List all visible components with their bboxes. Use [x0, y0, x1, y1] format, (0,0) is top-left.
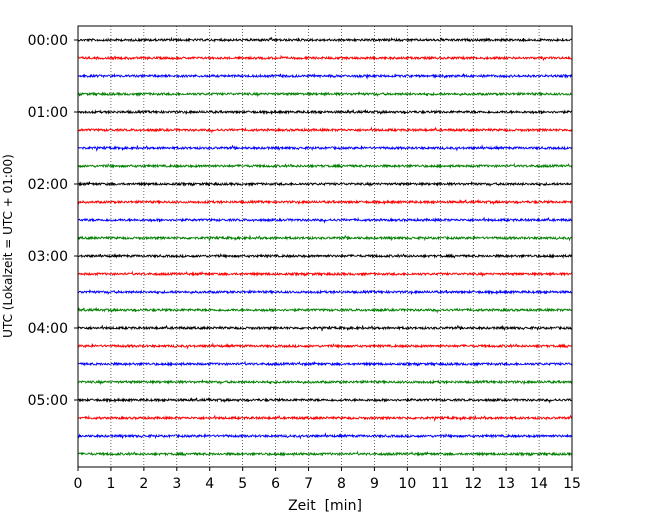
x-tick-label: 9: [370, 476, 379, 492]
y-tick-label: 04:00: [28, 321, 68, 337]
seismic-trace: [77, 36, 573, 43]
x-tick-label: 3: [172, 476, 181, 492]
y-tick-label: 03:00: [28, 249, 68, 265]
x-tick-label: 12: [464, 476, 482, 492]
y-axis-label: UTC (Lokalzeit = UTC + 01:00): [1, 154, 15, 338]
seismic-trace: [77, 253, 573, 259]
seismic-trace: [77, 432, 573, 440]
x-tick-label: 10: [398, 476, 416, 492]
seismic-trace: [77, 181, 573, 188]
seismic-trace: [77, 72, 573, 80]
x-tick-label: 1: [106, 476, 115, 492]
seismic-trace: [77, 450, 573, 457]
plot-frame: [77, 25, 573, 468]
seismic-trace: [77, 108, 573, 115]
x-tick-label: 11: [431, 476, 449, 492]
seismic-trace: [77, 91, 573, 98]
seismic-trace: [77, 379, 573, 386]
seismic-trace: [77, 342, 573, 350]
y-tick-label: 02:00: [28, 177, 68, 193]
x-tick-label: 6: [271, 476, 280, 492]
x-tick-label: 8: [337, 476, 346, 492]
seismic-trace: [77, 162, 573, 169]
seismic-trace: [77, 198, 573, 205]
x-tick-label: 0: [74, 476, 83, 492]
x-axis-label: Zeit [min]: [288, 498, 362, 514]
seismic-trace: [77, 216, 573, 224]
x-tick-label: 2: [139, 476, 148, 492]
seismic-trace: [77, 126, 573, 134]
seismic-trace: [77, 414, 573, 422]
seismic-trace: [77, 144, 573, 152]
seismic-trace: [77, 270, 573, 278]
y-tick-label: 00:00: [28, 33, 68, 49]
seismic-trace: [77, 289, 573, 295]
x-tick-label: 15: [563, 476, 581, 492]
x-axis-ticks: 0 1 2 3 4 5 6 7 8 9 10 11 12 13 14 15: [74, 467, 581, 492]
seismic-trace: [77, 324, 573, 332]
y-axis-ticks: 00:00 01:00 02:00 03:00 04:00 05:00: [28, 33, 78, 409]
seismic-trace: [77, 234, 573, 242]
x-tick-label: 14: [530, 476, 548, 492]
seismic-traces: [77, 36, 573, 457]
seismic-trace: [77, 396, 573, 404]
seismic-trace: [77, 306, 573, 314]
x-tick-label: 4: [205, 476, 214, 492]
y-tick-label: 05:00: [28, 393, 68, 409]
seismic-trace: [77, 54, 573, 62]
x-tick-label: 5: [238, 476, 247, 492]
seismic-trace: [77, 360, 573, 367]
y-tick-label: 01:00: [28, 105, 68, 121]
x-tick-label: 13: [497, 476, 515, 492]
x-tick-label: 7: [304, 476, 313, 492]
